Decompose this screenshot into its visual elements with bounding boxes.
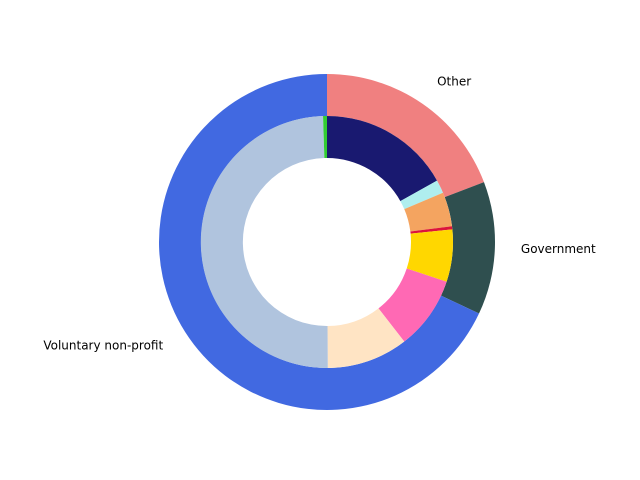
inner-slice-1 (400, 180, 443, 210)
inner-ring (200, 115, 453, 369)
inner-slice-0 (327, 116, 438, 202)
outer-slice-0 (327, 74, 484, 198)
slice-labels: Other Government Voluntary non-profit (43, 75, 596, 353)
outer-slice-label-2: Voluntary non-profit (43, 339, 163, 353)
inner-slice-2 (404, 192, 453, 232)
inner-slice-6 (327, 308, 405, 368)
outer-slice-label-1: Government (521, 242, 596, 256)
outer-ring (158, 74, 496, 411)
inner-slice-3 (410, 226, 453, 234)
inner-slice-5 (378, 268, 447, 342)
inner-slice-4 (406, 229, 453, 282)
outer-slice-label-0: Other (437, 75, 471, 89)
inner-slice-8 (323, 115, 327, 159)
outer-slice-1 (441, 182, 496, 314)
inner-slice-7 (200, 116, 328, 369)
